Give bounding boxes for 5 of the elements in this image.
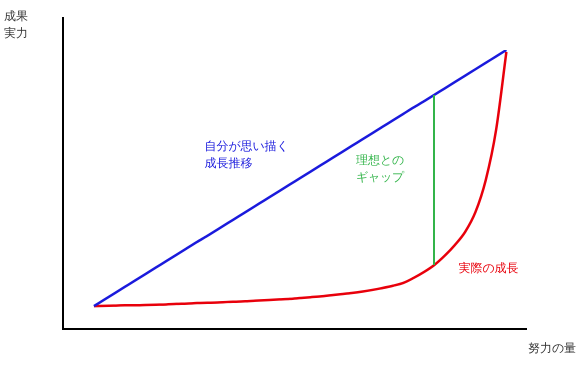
series-label: 自分が思い描く成長推移 bbox=[204, 138, 290, 172]
x-axis-title: 努力の量 bbox=[528, 340, 576, 357]
y-axis-title: 成果実力 bbox=[4, 8, 29, 42]
annotation: 理想とのギャップ bbox=[356, 152, 406, 186]
series-label: 実際の成長 bbox=[458, 260, 518, 277]
